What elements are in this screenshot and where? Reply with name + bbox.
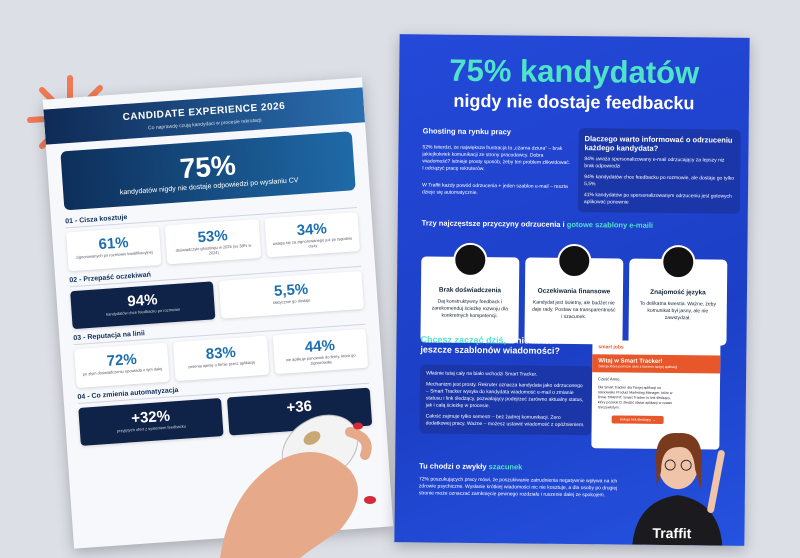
stat-card: 72% po złym doświadczeniu opowiada o tym … bbox=[74, 342, 170, 389]
reason-title: Znajomość języka bbox=[650, 288, 706, 297]
text: 72% poszukujących pracy mówi, że poszuki… bbox=[418, 476, 618, 499]
heading: Ghosting na rynku pracy bbox=[422, 126, 512, 137]
reason-card: Oczekiwania finansowe Kandydat jest świet… bbox=[524, 243, 624, 345]
brand: smart jobs bbox=[598, 344, 624, 351]
bullet: 84% uważa spersonalizowany e-mail odrzuc… bbox=[584, 156, 725, 170]
reason-card: Brak doświadczenia Daj konstruktywny feed… bbox=[420, 242, 520, 344]
stat-card: 34% uwaga się za zignorowanego już po tyg… bbox=[264, 212, 361, 258]
right-document: 75% kandydatów nigdy nie dostaje feedbac… bbox=[394, 34, 750, 546]
stat-card: 44% nie aplikuje ponownie do firmy, która… bbox=[272, 328, 369, 375]
why-box: Dlaczego warto informować o odrzuceniu k… bbox=[577, 128, 741, 214]
hero: 75% kandydatów nigdy nie dostaje odpowied… bbox=[60, 131, 356, 211]
reason-text: To delikatna kwestia. Ważne, żeby komuni… bbox=[639, 300, 717, 322]
subheadline: nigdy nie dostaje feedbacku bbox=[453, 90, 695, 114]
bullet: 41% kandydatów po spersonalizowanym odrz… bbox=[583, 192, 732, 206]
headline: 75% kandydatów bbox=[449, 52, 700, 91]
stat-card: 83% zmienia opinię o firmie przez aplikac… bbox=[173, 335, 270, 382]
reason-text: Kandydat jest świetny, ale budżet nie da… bbox=[531, 299, 616, 321]
text: Właśnie tutaj cały na biało wchodzi Smar… bbox=[426, 370, 538, 378]
heading: Tu chodzi o zwykły bbox=[419, 461, 487, 472]
heading: Dlaczego warto informować o odrzuceniu k… bbox=[584, 134, 733, 153]
text: W Traffit każdy powód odrzucenia + jeden… bbox=[421, 182, 568, 197]
stat-card: 53% doświadczyło ghostingu w 2025 (vs 38%… bbox=[165, 218, 261, 265]
greeting: Cześć Anno, bbox=[598, 376, 621, 382]
bullet: 94% kandydatów chce feedbacku po rozmowi… bbox=[584, 174, 735, 188]
reason-card: Znajomość języka To delikatna kwestia. Wa… bbox=[628, 244, 728, 346]
text: Całość zajmuje tylko semestr – bez żadne… bbox=[425, 413, 585, 429]
text: 52% twierdzi, że największa frustracja t… bbox=[422, 144, 571, 173]
cta-box: Właśnie tutaj cały na biało wchodzi Smar… bbox=[419, 364, 593, 436]
icon bbox=[453, 242, 488, 278]
reason-title: Oczekiwania finansowe bbox=[537, 287, 611, 296]
email-body: Dla Smart Tracker dla Twojej aplikacji n… bbox=[597, 385, 673, 410]
stat-card: 5,5% faktycznie go dostaje bbox=[218, 270, 365, 319]
stat-card: 94% kandydatów chce feedbacku po rozmowie bbox=[70, 281, 216, 330]
shirt-logo: Traffit bbox=[652, 524, 692, 542]
icon bbox=[557, 243, 592, 279]
heading: Trzy najczęstsze przyczyny odrzucenia i bbox=[421, 218, 565, 229]
heading-accent: szacunek bbox=[488, 462, 523, 472]
heading-accent: gotowe szablony e-maili bbox=[566, 219, 654, 230]
reason-title: Brak doświadczenia bbox=[438, 286, 502, 295]
hand-with-mouse bbox=[220, 414, 376, 558]
stat-card: 61% zignorowanych po rozmowie kwalifikacy… bbox=[66, 225, 162, 272]
reason-text: Daj konstruktywny feedback i zarekomendu… bbox=[431, 298, 508, 320]
email-sub: Sekcja która pomoże nam z kursem twojej … bbox=[598, 364, 678, 370]
icon bbox=[661, 244, 696, 280]
text: Mechanizm jest prosty. Rekruter oznacza … bbox=[425, 381, 584, 410]
person bbox=[632, 433, 725, 546]
